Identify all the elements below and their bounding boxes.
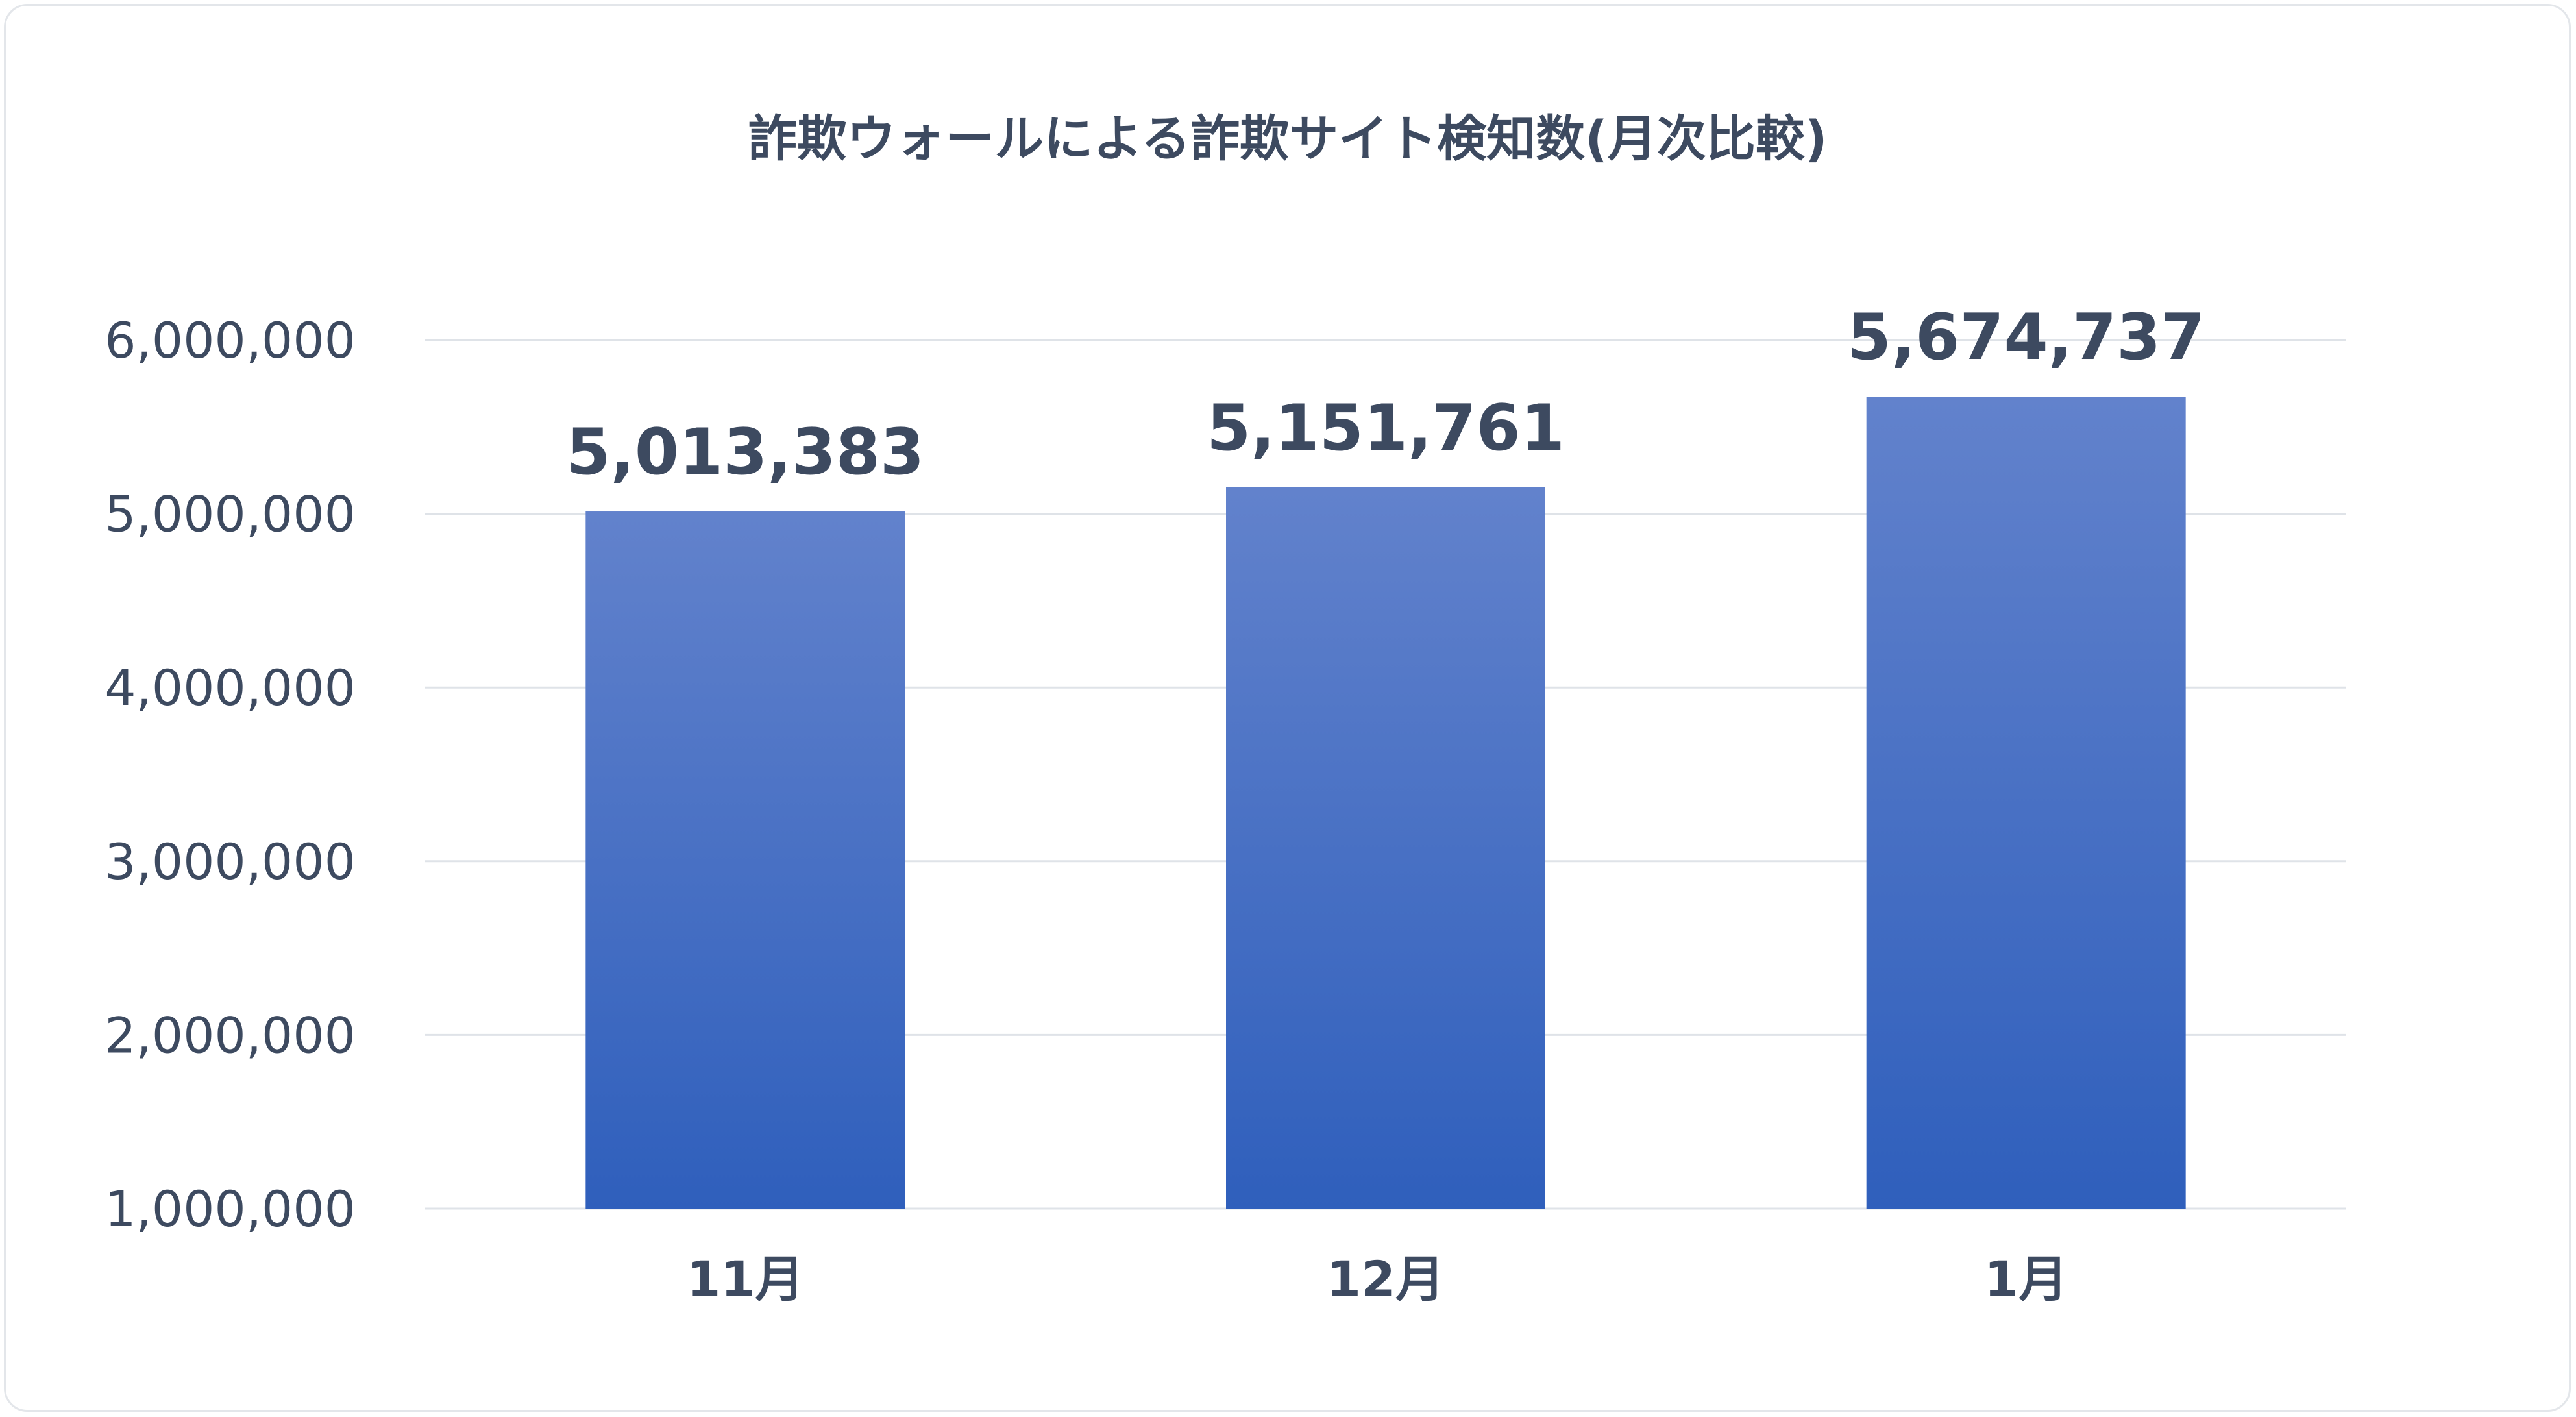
data-label: 5,151,761 <box>1207 391 1565 465</box>
y-tick-label: 4,000,000 <box>104 659 356 717</box>
x-tick-label: 1月 <box>1984 1250 2068 1308</box>
x-tick-label: 12月 <box>1327 1250 1445 1308</box>
data-label: 5,013,383 <box>566 415 924 489</box>
y-tick-label: 2,000,000 <box>104 1006 356 1064</box>
data-labels: 5,013,383 5,151,761 5,674,737 <box>566 301 2205 489</box>
x-axis-ticks: 11月 12月 1月 <box>686 1250 2068 1308</box>
y-tick-label: 5,000,000 <box>104 486 356 543</box>
y-tick-label: 1,000,000 <box>104 1180 356 1238</box>
bar <box>1226 487 1545 1209</box>
y-tick-label: 6,000,000 <box>104 312 356 369</box>
data-label: 5,674,737 <box>1847 301 2205 375</box>
chart-title: 詐欺ウォールによる詐欺サイト検知数(月次比較) <box>748 110 1827 167</box>
bars <box>585 397 2186 1209</box>
x-tick-label: 11月 <box>686 1250 804 1308</box>
y-tick-label: 3,000,000 <box>104 833 356 891</box>
y-axis-ticks: 1,000,000 2,000,000 3,000,000 4,000,000 5,00… <box>104 312 356 1238</box>
bar <box>1866 397 2186 1209</box>
bar <box>585 511 905 1209</box>
